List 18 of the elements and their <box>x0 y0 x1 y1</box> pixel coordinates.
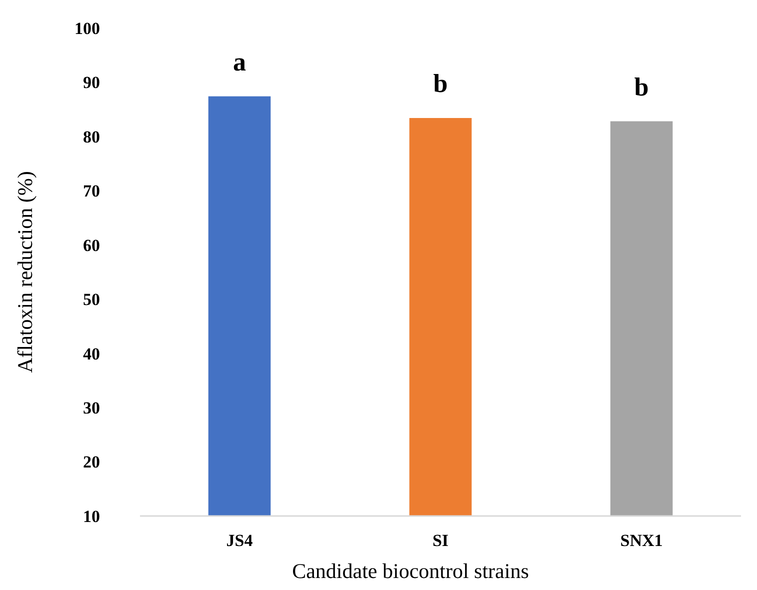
y-tick-label: 20 <box>83 452 100 472</box>
x-tick-label: JS4 <box>226 531 254 550</box>
y-tick-label: 60 <box>83 236 100 255</box>
annotation: a <box>232 47 246 76</box>
annotation: b <box>634 72 649 102</box>
x-tick-label: SNX1 <box>620 531 663 550</box>
x-axis-title: Candidate biocontrol strains <box>292 559 529 583</box>
y-tick-label: 30 <box>83 398 100 418</box>
y-tick-label: 10 <box>83 506 100 526</box>
annotation: b <box>433 69 448 98</box>
x-tick-label: SI <box>432 531 449 550</box>
y-tick-label: 100 <box>74 18 100 38</box>
y-tick-label: 50 <box>83 290 100 310</box>
y-tick-label: 90 <box>83 73 100 92</box>
y-axis-title: Aflatoxin reduction (%) <box>13 171 37 373</box>
y-tick-label: 40 <box>83 344 100 364</box>
y-tick-label: 80 <box>83 127 100 146</box>
y-tick-label: 70 <box>83 182 100 201</box>
